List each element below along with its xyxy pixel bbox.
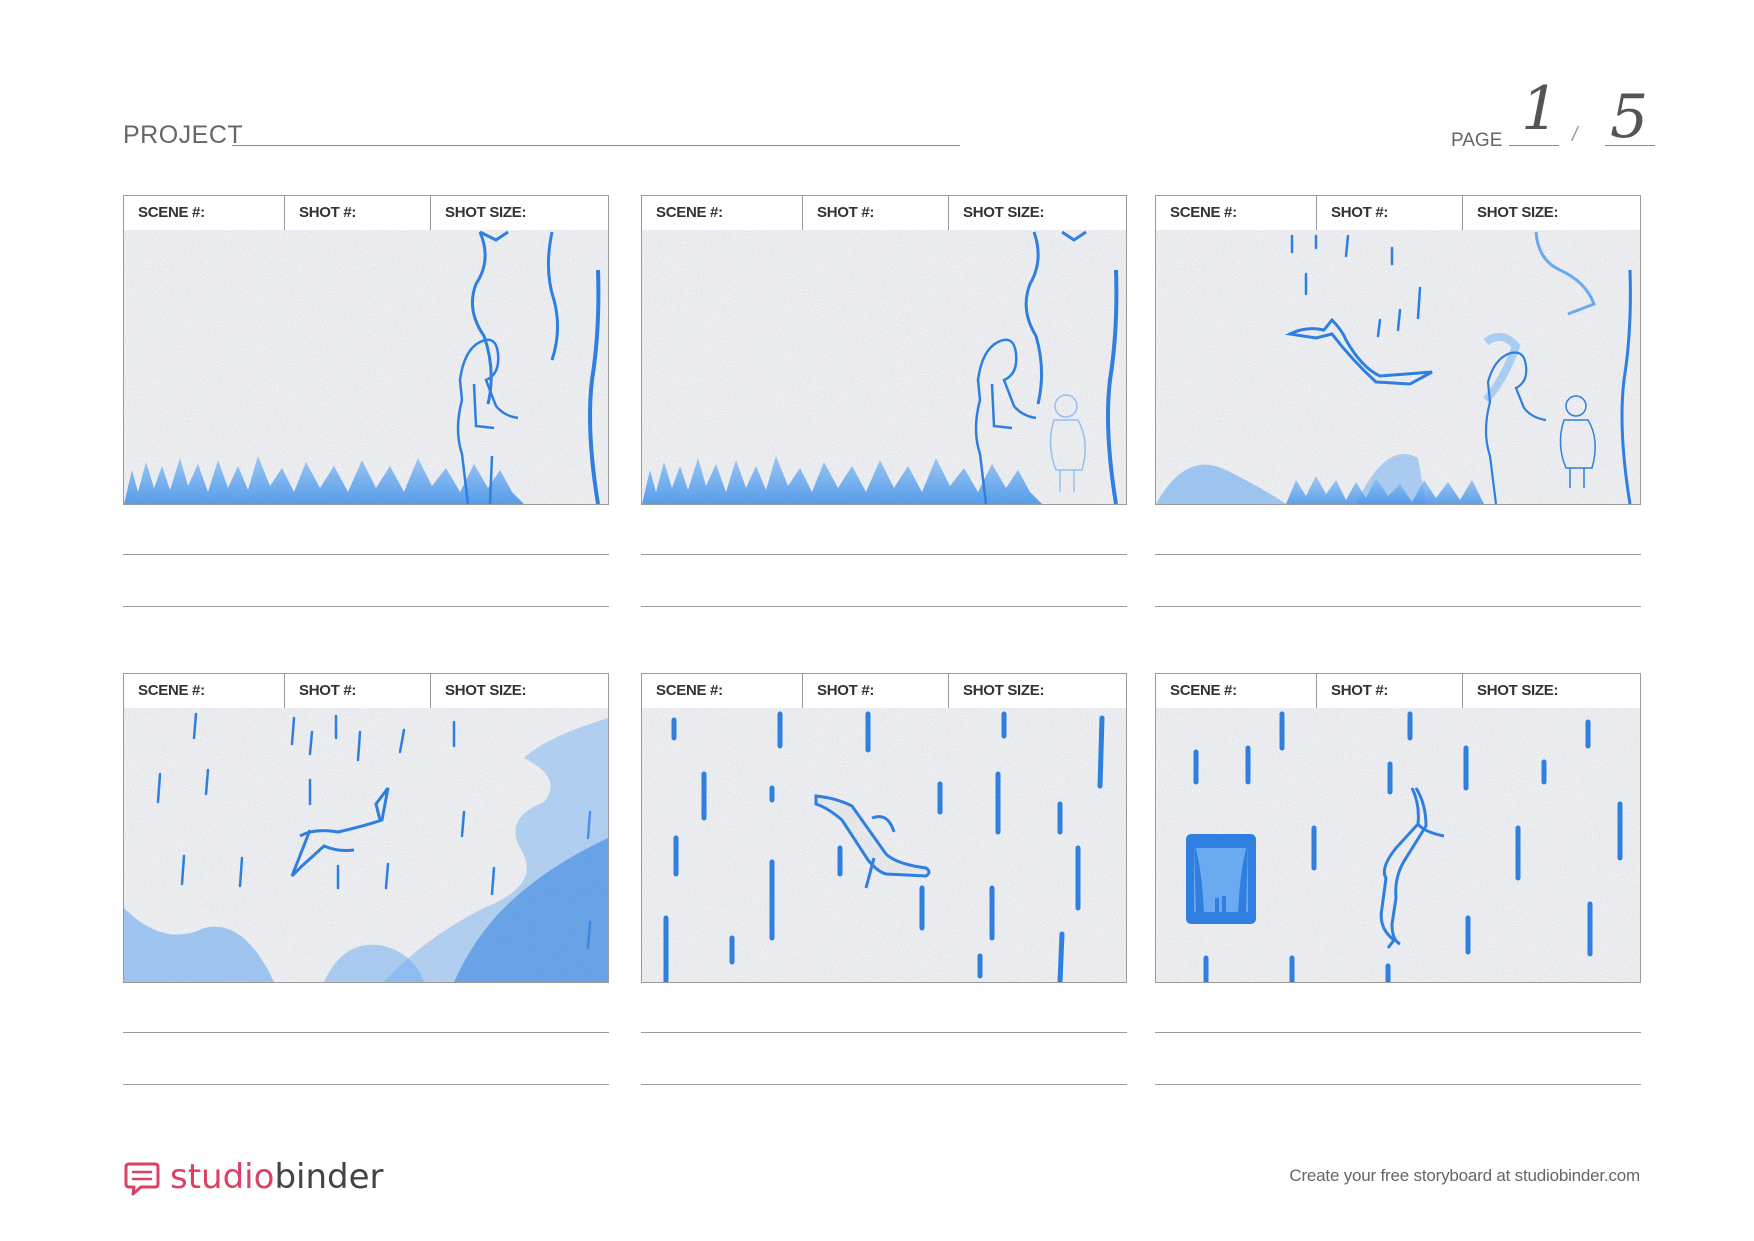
- scene-number-field[interactable]: SCENE #:: [124, 674, 285, 708]
- panel-frame-falling-figure[interactable]: [641, 708, 1127, 983]
- notes-line[interactable]: [641, 554, 1127, 555]
- notes-line[interactable]: [123, 554, 609, 555]
- notes-line[interactable]: [123, 1084, 609, 1085]
- panel-header: SCENE #: SHOT #: SHOT SIZE:: [1155, 195, 1641, 231]
- panel-header: SCENE #: SHOT #: SHOT SIZE:: [641, 195, 1127, 231]
- shot-number-field[interactable]: SHOT #:: [285, 674, 431, 708]
- panel-header: SCENE #: SHOT #: SHOT SIZE:: [641, 673, 1127, 709]
- scene-number-field[interactable]: SCENE #:: [642, 196, 803, 230]
- shot-size-field[interactable]: SHOT SIZE:: [963, 204, 1045, 221]
- brand-binder: binder: [274, 1157, 384, 1197]
- panel-header: SCENE #: SHOT #: SHOT SIZE:: [1155, 673, 1641, 709]
- notes-line[interactable]: [1155, 554, 1641, 555]
- shot-size-field[interactable]: SHOT SIZE:: [445, 682, 527, 699]
- shot-number-field[interactable]: SHOT #:: [1317, 674, 1463, 708]
- project-label: PROJECT: [123, 121, 244, 149]
- panel-frame-figure-flying[interactable]: [1155, 230, 1641, 505]
- studiobinder-logo-text: studiobinder: [170, 1157, 384, 1197]
- brand-studio: studio: [170, 1157, 275, 1197]
- shot-size-field[interactable]: SHOT SIZE:: [1477, 682, 1559, 699]
- panel-frame-window-in-rain[interactable]: [1155, 708, 1641, 983]
- window-frame-icon: [1186, 834, 1256, 924]
- scene-number-field[interactable]: SCENE #:: [1156, 196, 1317, 230]
- page-total-number: 5: [1610, 82, 1649, 152]
- scene-number-field[interactable]: SCENE #:: [1156, 674, 1317, 708]
- scene-number-field[interactable]: SCENE #:: [642, 674, 803, 708]
- page-label: PAGE: [1451, 130, 1503, 151]
- notes-line[interactable]: [1155, 1032, 1641, 1033]
- shot-size-field[interactable]: SHOT SIZE:: [963, 682, 1045, 699]
- panel-frame-man-and-girl[interactable]: [641, 230, 1127, 505]
- shot-number-field[interactable]: SHOT #:: [285, 196, 431, 230]
- shot-size-field[interactable]: SHOT SIZE:: [445, 204, 527, 221]
- shot-number-field[interactable]: SHOT #:: [1317, 196, 1463, 230]
- panel-frame-man-at-tree[interactable]: [123, 230, 609, 505]
- scene-number-field[interactable]: SCENE #:: [124, 196, 285, 230]
- notes-line[interactable]: [1155, 1084, 1641, 1085]
- notes-line[interactable]: [1155, 606, 1641, 607]
- notes-line[interactable]: [641, 1084, 1127, 1085]
- panel-header: SCENE #: SHOT #: SHOT SIZE:: [123, 673, 609, 709]
- page-separator: /: [1572, 124, 1578, 146]
- shot-number-field[interactable]: SHOT #:: [803, 196, 949, 230]
- page-total-line: [1605, 145, 1655, 146]
- notes-line[interactable]: [641, 606, 1127, 607]
- shot-number-field[interactable]: SHOT #:: [803, 674, 949, 708]
- page-current-number: 1: [1521, 74, 1560, 144]
- page-current-line: [1509, 145, 1559, 146]
- notes-line[interactable]: [123, 1032, 609, 1033]
- notes-line[interactable]: [123, 606, 609, 607]
- notes-line[interactable]: [641, 1032, 1127, 1033]
- shot-size-field[interactable]: SHOT SIZE:: [1477, 204, 1559, 221]
- footer-cta-text[interactable]: Create your free storyboard at studiobin…: [1289, 1166, 1640, 1185]
- project-field-line[interactable]: [232, 145, 960, 146]
- panel-header: SCENE #: SHOT #: SHOT SIZE:: [123, 195, 609, 231]
- studiobinder-logo-icon: [123, 1160, 161, 1203]
- panel-frame-swirling-rain[interactable]: [123, 708, 609, 983]
